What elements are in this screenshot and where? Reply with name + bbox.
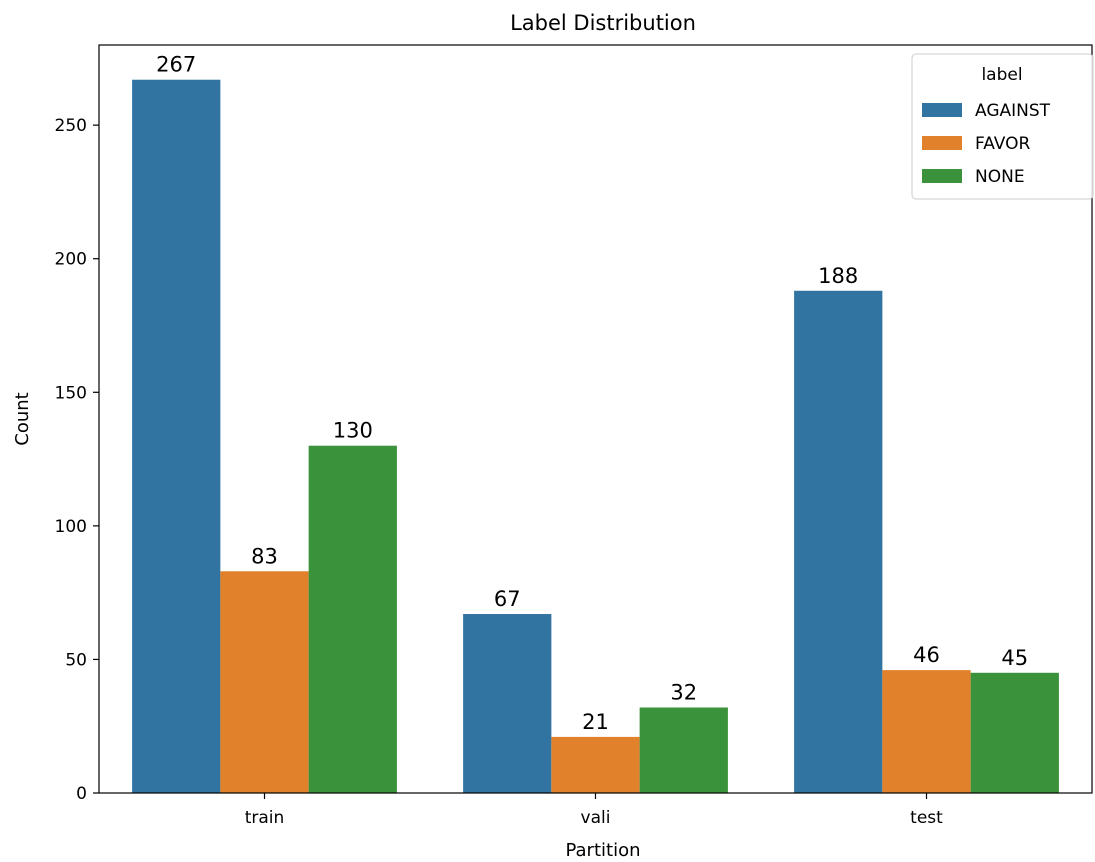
data-label-favor-train: 83 bbox=[251, 544, 278, 568]
data-label-against-vali: 67 bbox=[494, 587, 521, 611]
data-label-none-vali: 32 bbox=[670, 681, 697, 705]
bar-against-test bbox=[794, 290, 883, 793]
bar-favor-train bbox=[220, 571, 309, 793]
y-tick-label-250: 250 bbox=[55, 116, 87, 136]
y-tick-label-200: 200 bbox=[55, 250, 87, 270]
y-tick-label-0: 0 bbox=[76, 784, 87, 804]
x-tick-label-vali: vali bbox=[581, 808, 611, 828]
bar-favor-vali bbox=[551, 736, 640, 793]
y-tick-label-100: 100 bbox=[55, 517, 87, 537]
data-label-against-train: 267 bbox=[156, 53, 196, 77]
bar-none-train bbox=[308, 445, 397, 793]
plot-frame bbox=[98, 44, 1093, 794]
legend-swatch-favor bbox=[922, 136, 962, 150]
bar-against-train bbox=[132, 79, 221, 794]
data-label-none-test: 45 bbox=[1001, 646, 1028, 670]
legend-swatch-none bbox=[922, 169, 962, 183]
legend-label-favor: FAVOR bbox=[975, 134, 1030, 154]
data-labels-layer: 267 83 130 67 21 32 188 46 45 bbox=[156, 53, 1028, 734]
legend-box bbox=[911, 53, 1094, 200]
x-axis: train vali test bbox=[245, 793, 943, 828]
data-label-against-test: 188 bbox=[818, 264, 858, 288]
data-label-favor-test: 46 bbox=[913, 643, 940, 667]
legend-label-none: NONE bbox=[975, 167, 1025, 187]
x-tick-label-test: test bbox=[910, 808, 943, 828]
y-axis: 0 50 100 150 200 250 bbox=[55, 116, 99, 804]
y-tick-label-50: 50 bbox=[65, 650, 87, 670]
chart-title: Label Distribution bbox=[510, 11, 696, 35]
legend-swatch-against bbox=[922, 103, 962, 117]
data-label-none-train: 130 bbox=[333, 419, 373, 443]
legend-label-against: AGAINST bbox=[975, 101, 1051, 121]
bar-none-test bbox=[970, 672, 1059, 793]
x-axis-label: Partition bbox=[565, 840, 640, 861]
legend: label AGAINST FAVOR NONE bbox=[911, 53, 1094, 200]
bars-layer bbox=[132, 79, 1059, 794]
x-tick-label-train: train bbox=[245, 808, 285, 828]
legend-title: label bbox=[981, 65, 1022, 85]
y-axis-label: Count bbox=[12, 392, 33, 445]
bar-favor-test bbox=[882, 670, 971, 793]
bar-against-vali bbox=[463, 614, 552, 793]
legend-items: AGAINST FAVOR NONE bbox=[922, 101, 1051, 187]
y-tick-label-150: 150 bbox=[55, 383, 87, 403]
bar-none-vali bbox=[639, 707, 728, 793]
data-label-favor-vali: 21 bbox=[582, 710, 609, 734]
